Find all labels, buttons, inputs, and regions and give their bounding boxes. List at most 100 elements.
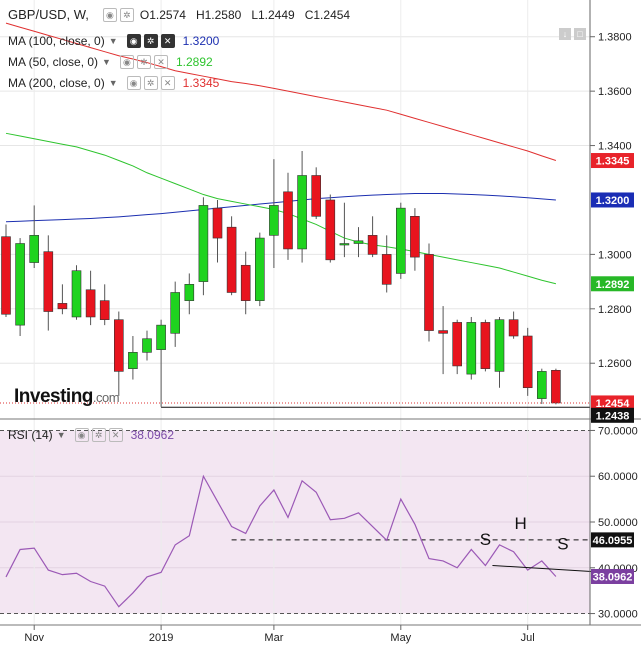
candle-body: [1, 236, 11, 315]
gear-icon[interactable]: ✲: [136, 55, 151, 69]
candle-body: [99, 300, 110, 320]
candle-body: [410, 216, 420, 258]
close-icon[interactable]: ✕: [160, 76, 175, 90]
rsi-label-bg: [591, 532, 634, 548]
investing-logo: Investing.com: [14, 386, 120, 408]
price-label-bg: [591, 153, 634, 169]
price-label-bg: [591, 192, 634, 208]
indicator-value: 38.0962: [130, 428, 174, 442]
candle-body: [353, 240, 364, 244]
candle-body: [226, 226, 237, 293]
gear-icon[interactable]: ✲: [119, 7, 134, 22]
candle-body: [142, 338, 152, 353]
candle-body: [240, 264, 251, 301]
price-tick-label: 1.3000: [598, 249, 632, 261]
chevron-down-icon[interactable]: ▼: [56, 430, 66, 440]
ohlc-open: O1.2574: [139, 7, 186, 22]
symbol-title: GBP/USD, W,: [8, 7, 89, 22]
candle-body: [325, 199, 336, 261]
price-tick-label: 1.2800: [598, 304, 632, 316]
ma-100-line: [5, 192, 556, 223]
candles: [1, 151, 561, 407]
move-down-icon[interactable]: ↓: [559, 28, 571, 40]
time-tick-label: Jul: [521, 632, 535, 644]
symbol-header: GBP/USD, W, ◉ ✲ O1.2574 H1.2580 L1.2449 …: [8, 7, 350, 22]
price-tick-label: 1.3600: [598, 86, 632, 98]
pane-controls: ↓ □: [556, 28, 586, 40]
price-label: 1.3345: [596, 156, 630, 168]
candle-body: [71, 270, 82, 318]
price-label: 1.2454: [596, 398, 631, 410]
ma-200-line: [5, 22, 557, 162]
candle-body: [184, 284, 195, 301]
price-label: 1.2892: [596, 279, 630, 291]
eye-icon[interactable]: ◉: [74, 428, 89, 442]
ohlc-close: C1.2454: [304, 7, 351, 22]
rsi-label-bg: [591, 568, 634, 584]
candle-body: [283, 191, 293, 250]
rsi-pane: S H S: [5, 474, 592, 608]
chevron-down-icon[interactable]: ▼: [108, 78, 118, 88]
candle-body: [156, 324, 166, 350]
candle-body: [551, 369, 561, 404]
eye-icon[interactable]: ◉: [102, 7, 117, 22]
indicator-rsi[interactable]: RSI (14) ▼ ◉ ✲ ✕ 38.0962: [8, 428, 174, 442]
chevron-down-icon[interactable]: ▼: [108, 36, 118, 46]
candle-body: [480, 322, 491, 369]
price-tick-label: 1.3400: [598, 141, 632, 153]
candle-body: [255, 237, 265, 301]
price-label-bg: [591, 276, 634, 292]
indicator-label: RSI (14): [8, 428, 53, 442]
rsi-label: 38.0962: [593, 571, 633, 583]
time-tick-label: 2019: [149, 632, 173, 644]
candle-body: [114, 319, 124, 372]
indicator-ma50[interactable]: MA (50, close, 0) ▼ ◉ ✲ ✕ 1.2892: [8, 55, 213, 69]
price-label-bg: [591, 407, 634, 423]
neckline: [492, 564, 592, 572]
rsi-tick-label: 50.0000: [598, 517, 638, 529]
axis-labels: 1.3800 1.3600 1.3400 1.3000 1.2800 1.2600 70.0…: [24, 32, 637, 644]
price-label-bg: [591, 395, 634, 411]
candle-body: [297, 175, 307, 250]
close-icon[interactable]: ✕: [108, 428, 123, 442]
chevron-down-icon[interactable]: ▼: [102, 57, 111, 67]
rsi-tick-label: 70.0000: [598, 425, 638, 437]
candle-body: [29, 235, 40, 263]
candle-body: [367, 235, 378, 255]
candle-body: [170, 292, 180, 334]
indicator-label: MA (200, close, 0): [8, 76, 105, 90]
indicator-ma100[interactable]: MA (100, close, 0) ▼ ◉ ✲ ✕ 1.3200: [8, 34, 219, 48]
pattern-annotation: S: [557, 534, 568, 553]
gear-icon[interactable]: ✲: [143, 34, 158, 48]
close-icon[interactable]: ✕: [160, 34, 175, 48]
time-tick-label: Mar: [264, 632, 283, 644]
indicator-value: 1.3345: [182, 76, 220, 90]
candle-body: [466, 322, 477, 375]
maximize-icon[interactable]: □: [574, 28, 586, 40]
gear-icon[interactable]: ✲: [143, 76, 158, 90]
close-icon[interactable]: ✕: [153, 55, 168, 69]
candle-body: [15, 243, 25, 326]
candle-body: [85, 289, 96, 318]
candle-body: [269, 205, 279, 236]
ma-50-line: [5, 132, 557, 285]
gear-icon[interactable]: ✲: [91, 428, 106, 442]
eye-icon[interactable]: ◉: [126, 76, 141, 90]
candle-body: [452, 322, 463, 367]
candle-body: [43, 251, 54, 312]
indicator-ma200[interactable]: MA (200, close, 0) ▼ ◉ ✲ ✕ 1.3345: [8, 76, 219, 90]
candle-body: [508, 319, 519, 337]
eye-icon[interactable]: ◉: [126, 34, 141, 48]
time-tick-label: Nov: [24, 632, 44, 644]
indicator-value: 1.2892: [175, 55, 213, 69]
eye-icon[interactable]: ◉: [119, 55, 134, 69]
candle-body: [381, 254, 392, 285]
candle-body: [522, 335, 533, 389]
rsi-line: [5, 474, 557, 608]
rsi-label: 46.0955: [593, 535, 633, 547]
price-tick-label: 1.2600: [598, 358, 632, 370]
overlays: [0, 402, 590, 408]
rsi-tick-label: 30.0000: [598, 609, 638, 621]
